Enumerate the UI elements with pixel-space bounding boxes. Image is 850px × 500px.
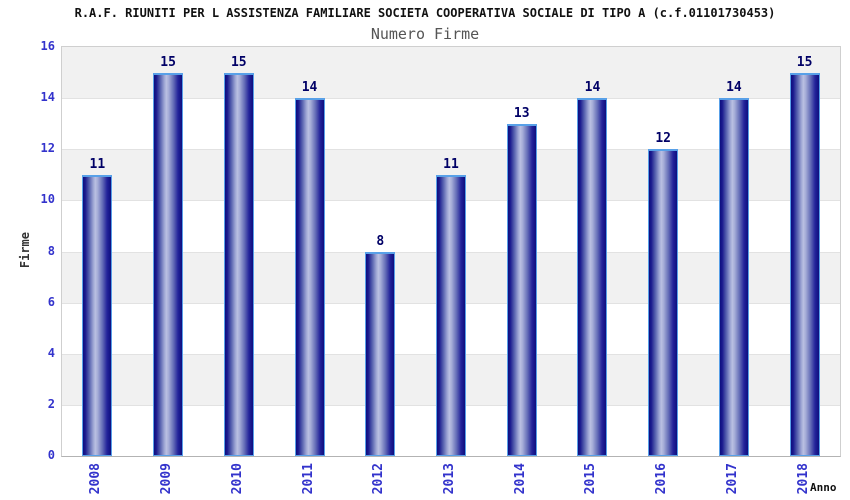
x-tick-2015: 2015 bbox=[583, 463, 599, 495]
bar-value-label-2011: 14 bbox=[301, 80, 318, 96]
x-tick-2017: 2017 bbox=[724, 463, 740, 495]
bar-2013 bbox=[436, 174, 466, 456]
gridline bbox=[62, 149, 840, 151]
y-tick-12: 12 bbox=[40, 141, 55, 156]
x-tick-2014: 2014 bbox=[512, 463, 528, 495]
y-tick-14: 14 bbox=[40, 90, 55, 105]
bar-2018 bbox=[789, 72, 820, 456]
x-tick-2016: 2016 bbox=[654, 463, 670, 495]
y-tick-16: 16 bbox=[40, 39, 55, 53]
plot-band bbox=[62, 98, 840, 150]
plot-band bbox=[62, 47, 840, 99]
x-tick-2013: 2013 bbox=[442, 463, 457, 495]
x-tick-2018: 2018 bbox=[795, 463, 811, 495]
bar-2011 bbox=[294, 98, 325, 456]
y-tick-0: 0 bbox=[47, 448, 55, 462]
y-tick-10: 10 bbox=[40, 192, 55, 207]
x-tick-2009: 2009 bbox=[159, 463, 175, 495]
gridline bbox=[62, 98, 840, 100]
bar-2009 bbox=[153, 72, 184, 456]
bar-2014 bbox=[506, 123, 537, 456]
bar-value-label-2017: 14 bbox=[726, 80, 742, 96]
bar-value-label-2016: 12 bbox=[655, 131, 671, 147]
bar-2010 bbox=[223, 72, 254, 456]
plot-area: 11 15 15 14 8 11 13 14 12 14 15 bbox=[61, 46, 841, 457]
chart-title: R.A.F. RIUNITI PER L ASSISTENZA FAMILIAR… bbox=[74, 6, 776, 20]
bar-value-label-2013: 11 bbox=[443, 156, 459, 172]
bar-value-label-2008: 11 bbox=[89, 156, 106, 172]
bar-value-label-2015: 14 bbox=[584, 80, 601, 96]
bar-value-label-2010: 15 bbox=[230, 54, 247, 70]
bar-2012 bbox=[365, 251, 396, 456]
x-tick-2012: 2012 bbox=[371, 463, 387, 495]
x-axis-title: Anno bbox=[810, 481, 837, 494]
bar-2008 bbox=[82, 174, 113, 456]
bar-2017 bbox=[718, 98, 749, 456]
y-tick-8: 8 bbox=[47, 243, 55, 258]
bar-value-label-2018: 15 bbox=[796, 54, 813, 70]
x-tick-2008: 2008 bbox=[88, 463, 104, 495]
y-tick-4: 4 bbox=[47, 345, 55, 360]
bar-2016 bbox=[648, 149, 679, 456]
bar-2015 bbox=[577, 98, 608, 456]
y-tick-6: 6 bbox=[47, 294, 55, 309]
bar-value-label-2014: 13 bbox=[513, 105, 530, 121]
x-tick-2010: 2010 bbox=[229, 463, 245, 495]
bar-value-label-2009: 15 bbox=[160, 54, 176, 70]
y-tick-2: 2 bbox=[47, 396, 55, 411]
x-tick-2011: 2011 bbox=[300, 463, 316, 495]
bar-value-label-2012: 8 bbox=[376, 233, 385, 249]
chart-subtitle: Numero Firme bbox=[370, 25, 480, 43]
